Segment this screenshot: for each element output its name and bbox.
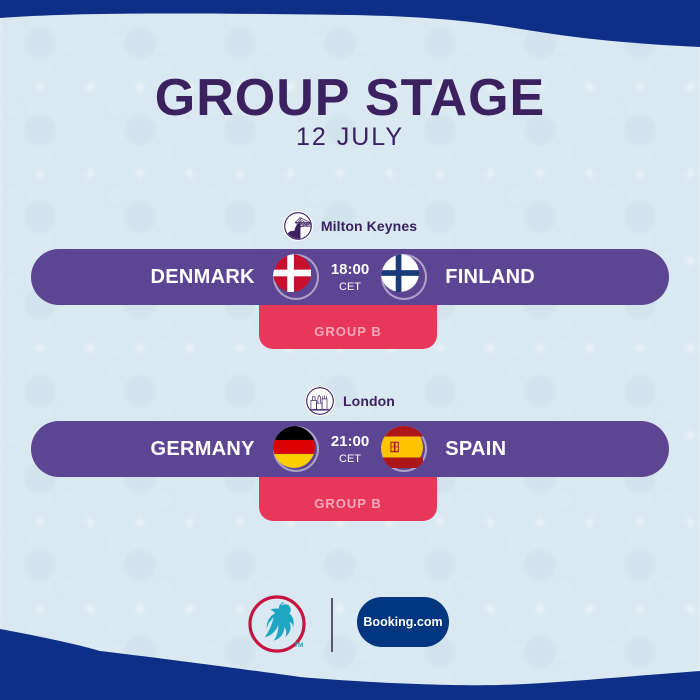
svg-text:TM: TM xyxy=(294,642,303,649)
